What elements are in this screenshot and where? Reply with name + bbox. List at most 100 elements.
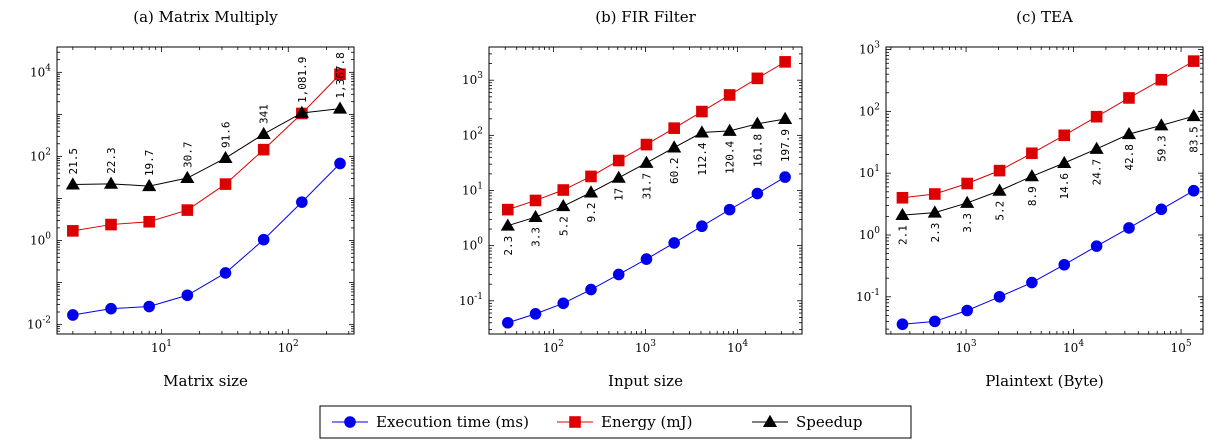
series-2 (896, 55, 1200, 204)
chart-panel-3: (c) TEA 103 104 105 10-1 100 101 102 103 Plaintex… (856, 8, 1204, 390)
data-point (1155, 203, 1168, 216)
data-point (779, 56, 791, 68)
data-label: 31.7 (640, 173, 653, 200)
data-point (640, 253, 653, 265)
series-line (902, 60, 1194, 199)
data-point (528, 209, 543, 223)
legend-item-1: Execution time (ms) (332, 413, 529, 431)
data-label: 341 (258, 104, 271, 124)
series-3 (895, 109, 1201, 221)
data-point (1058, 129, 1071, 142)
data-point (1057, 155, 1072, 168)
x-tick-label: 103 (956, 339, 977, 355)
data-label: 112.4 (696, 142, 709, 175)
legend-label: Speedup (796, 413, 863, 431)
y-tick-label: 103 (859, 41, 880, 57)
series-3 (65, 101, 348, 192)
ticks (57, 46, 354, 335)
data-point (961, 177, 973, 190)
data-point (612, 268, 625, 281)
data-labels: 2.1 2.3 3.3 5.2 8.9 14.6 24.7 42.8 59.3 83.5 (896, 126, 1200, 245)
data-label: 197.9 (779, 129, 792, 162)
data-point (585, 283, 597, 296)
data-point (583, 185, 599, 198)
data-point (1024, 169, 1039, 182)
data-label: 59.3 (1155, 135, 1168, 162)
data-point (612, 154, 625, 167)
data-point (143, 300, 155, 313)
data-point (668, 237, 680, 249)
data-label: 91.6 (220, 122, 233, 149)
data-label: 120.4 (724, 141, 737, 174)
data-point (181, 204, 194, 216)
series-2 (67, 68, 346, 237)
data-point (142, 178, 157, 192)
data-point (751, 72, 764, 85)
data-label: 8.9 (1026, 186, 1039, 206)
data-label: 30.7 (181, 142, 194, 169)
data-point (181, 289, 194, 302)
data-point (334, 157, 346, 170)
data-point (993, 164, 1006, 177)
data-label: 19.7 (143, 150, 156, 177)
data-point (640, 138, 653, 151)
x-tick-label: 102 (278, 339, 299, 355)
data-label: 5.2 (557, 216, 570, 236)
data-point (779, 171, 791, 183)
data-label: 22.3 (105, 147, 118, 174)
data-point (180, 170, 195, 183)
data-point (694, 125, 709, 138)
data-point (256, 126, 271, 139)
data-point (929, 188, 941, 200)
data-point (556, 198, 571, 212)
x-tick-label: 102 (543, 339, 564, 355)
data-label: 60.2 (668, 158, 681, 185)
x-tick-label: 101 (151, 339, 172, 355)
data-point (896, 318, 909, 331)
legend-marker (569, 416, 581, 428)
data-point (1154, 118, 1169, 131)
data-point (143, 215, 155, 228)
series-3 (500, 111, 793, 231)
x-axis-label: Matrix size (163, 372, 248, 390)
data-point (294, 105, 309, 118)
y-tick-label: 10-2 (27, 316, 51, 332)
data-point (502, 203, 514, 216)
x-tick-label: 104 (727, 339, 748, 355)
chart-title: (a) Matrix Multiply (133, 8, 278, 26)
data-label: 3.3 (961, 213, 974, 233)
data-point (1155, 73, 1168, 86)
data-labels: 2.3 3.3 5.2 9.2 17 31.7 60.2 112.4 120.4 161.8 197… (502, 129, 792, 256)
legend-marker (762, 414, 778, 427)
data-point (332, 101, 348, 114)
data-point (1187, 184, 1200, 197)
data-label: 2.3 (929, 223, 942, 243)
data-point (1026, 147, 1038, 160)
data-point (585, 170, 597, 183)
data-labels: 21.5 22.3 19.7 30.7 91.6 341 1,081.9 1,367.8 (67, 52, 347, 176)
data-point (65, 177, 80, 190)
plot-frame (56, 46, 355, 335)
data-label: 9.2 (585, 202, 598, 222)
data-point (751, 187, 764, 200)
data-point (557, 297, 570, 310)
y-tick-label: 100 (30, 232, 51, 248)
data-point (667, 140, 682, 153)
data-point (611, 170, 626, 183)
data-label: 5.2 (994, 201, 1007, 221)
legend-marker (344, 416, 356, 428)
legend-label: Energy (mJ) (601, 413, 692, 431)
data-point (103, 176, 119, 189)
data-point (557, 184, 570, 196)
data-point (1123, 92, 1135, 104)
data-label: 24.7 (1091, 159, 1104, 186)
data-point (105, 302, 117, 315)
y-tick-label: 104 (30, 63, 51, 79)
data-point (1026, 276, 1038, 289)
data-label: 14.6 (1058, 173, 1071, 200)
data-label: 17 (613, 188, 626, 201)
series-1 (67, 157, 346, 321)
data-point (296, 196, 308, 208)
series-2 (502, 56, 791, 216)
data-point (219, 178, 232, 190)
